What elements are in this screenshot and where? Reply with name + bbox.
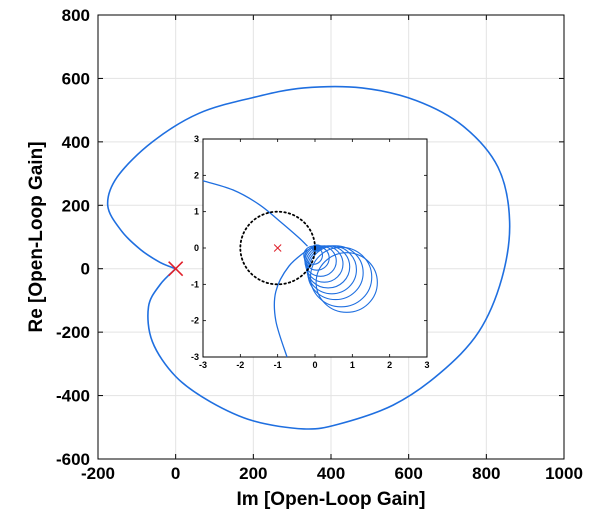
inset-xtick-label: -2 (236, 360, 244, 370)
main-xtick-label: 400 (317, 464, 345, 483)
inset-ytick-label: 1 (194, 207, 199, 217)
main-ytick-label: -400 (56, 387, 90, 406)
main-ytick-label: -200 (56, 323, 90, 342)
inset-branch-upper (202, 180, 308, 247)
main-series-line (106, 85, 511, 430)
main-ytick-label: 200 (62, 196, 90, 215)
inset-origin-cluster (311, 244, 323, 252)
inset-xtick-label: -1 (274, 360, 282, 370)
inset-ytick-label: 0 (194, 243, 199, 253)
inset-branch-lower (273, 249, 308, 358)
inset-spiral-loop (307, 245, 364, 301)
inset-xtick-label: -3 (199, 360, 207, 370)
inset-xtick-label: 1 (350, 360, 355, 370)
inset-xtick-label: 3 (424, 360, 429, 370)
main-ytick-label: 600 (62, 69, 90, 88)
inset-spiral-loop (315, 252, 378, 313)
y-axis-title: Re [Open-Loop Gain] (26, 141, 47, 332)
inset-spiral-loop (309, 246, 373, 308)
inset-ytick-label: -3 (191, 352, 199, 362)
main-xtick-label: 200 (239, 464, 267, 483)
inset-xtick-label: 2 (387, 360, 392, 370)
inset-ytick-label: 3 (194, 134, 199, 144)
x-axis-title: Im [Open-Loop Gain] (237, 489, 426, 510)
inset-ytick-label: -2 (191, 316, 199, 326)
inset-ticks: -3 -2 -1 0 1 2 3 -3 -2 -1 0 1 2 3 (191, 134, 430, 370)
main-series (106, 85, 511, 430)
main-ytick-label: 800 (62, 6, 90, 25)
main-xtick-label: 600 (394, 464, 422, 483)
main-ytick-label: 0 (81, 260, 90, 279)
inset-ytick-label: -1 (191, 279, 199, 289)
inset-unit-circle (239, 210, 316, 286)
main-critical-point-marker (168, 261, 184, 277)
main-ytick-label: 400 (62, 133, 90, 152)
main-xtick-label: 800 (472, 464, 500, 483)
main-ticks: -200 0 200 400 600 800 1000-600-400-2000200400… (56, 6, 583, 483)
main-xtick-label: 0 (171, 464, 180, 483)
inset-series (202, 180, 378, 358)
inset-critical-point-marker (273, 244, 282, 252)
inset-ytick-label: 2 (194, 170, 199, 180)
inset-xtick-label: 0 (312, 360, 317, 370)
main-ytick-label: -600 (56, 450, 90, 469)
main-xtick-label: 1000 (545, 464, 583, 483)
main-xtick-label: -200 (81, 464, 115, 483)
